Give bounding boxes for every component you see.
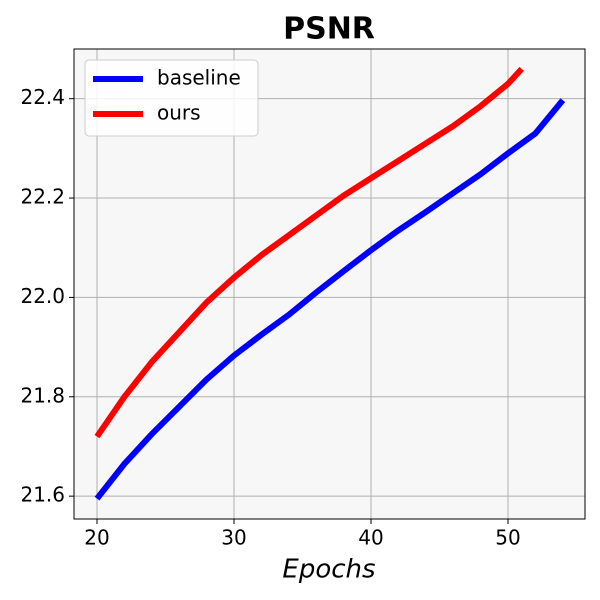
y-tick-label: 21.6 [20,483,65,507]
line [94,98,566,501]
y-tick-label: 22.2 [20,185,65,209]
x-tick-label: 20 [84,526,109,550]
x-tick-label: 40 [358,526,383,550]
legend-label: baseline [157,66,241,90]
x-axis-label: Epochs [282,555,375,585]
plot-frame [73,48,586,520]
y-tick-label: 22.0 [20,284,65,308]
chart-title: PSNR [283,12,375,47]
legend-label: ours [157,101,201,125]
y-tick-label: 21.8 [20,383,65,407]
line [94,66,524,439]
legend: baseline ours [84,59,259,137]
x-tick-label: 50 [495,526,520,550]
y-tick-label: 22.4 [20,85,65,109]
x-tick-label: 30 [221,526,246,550]
